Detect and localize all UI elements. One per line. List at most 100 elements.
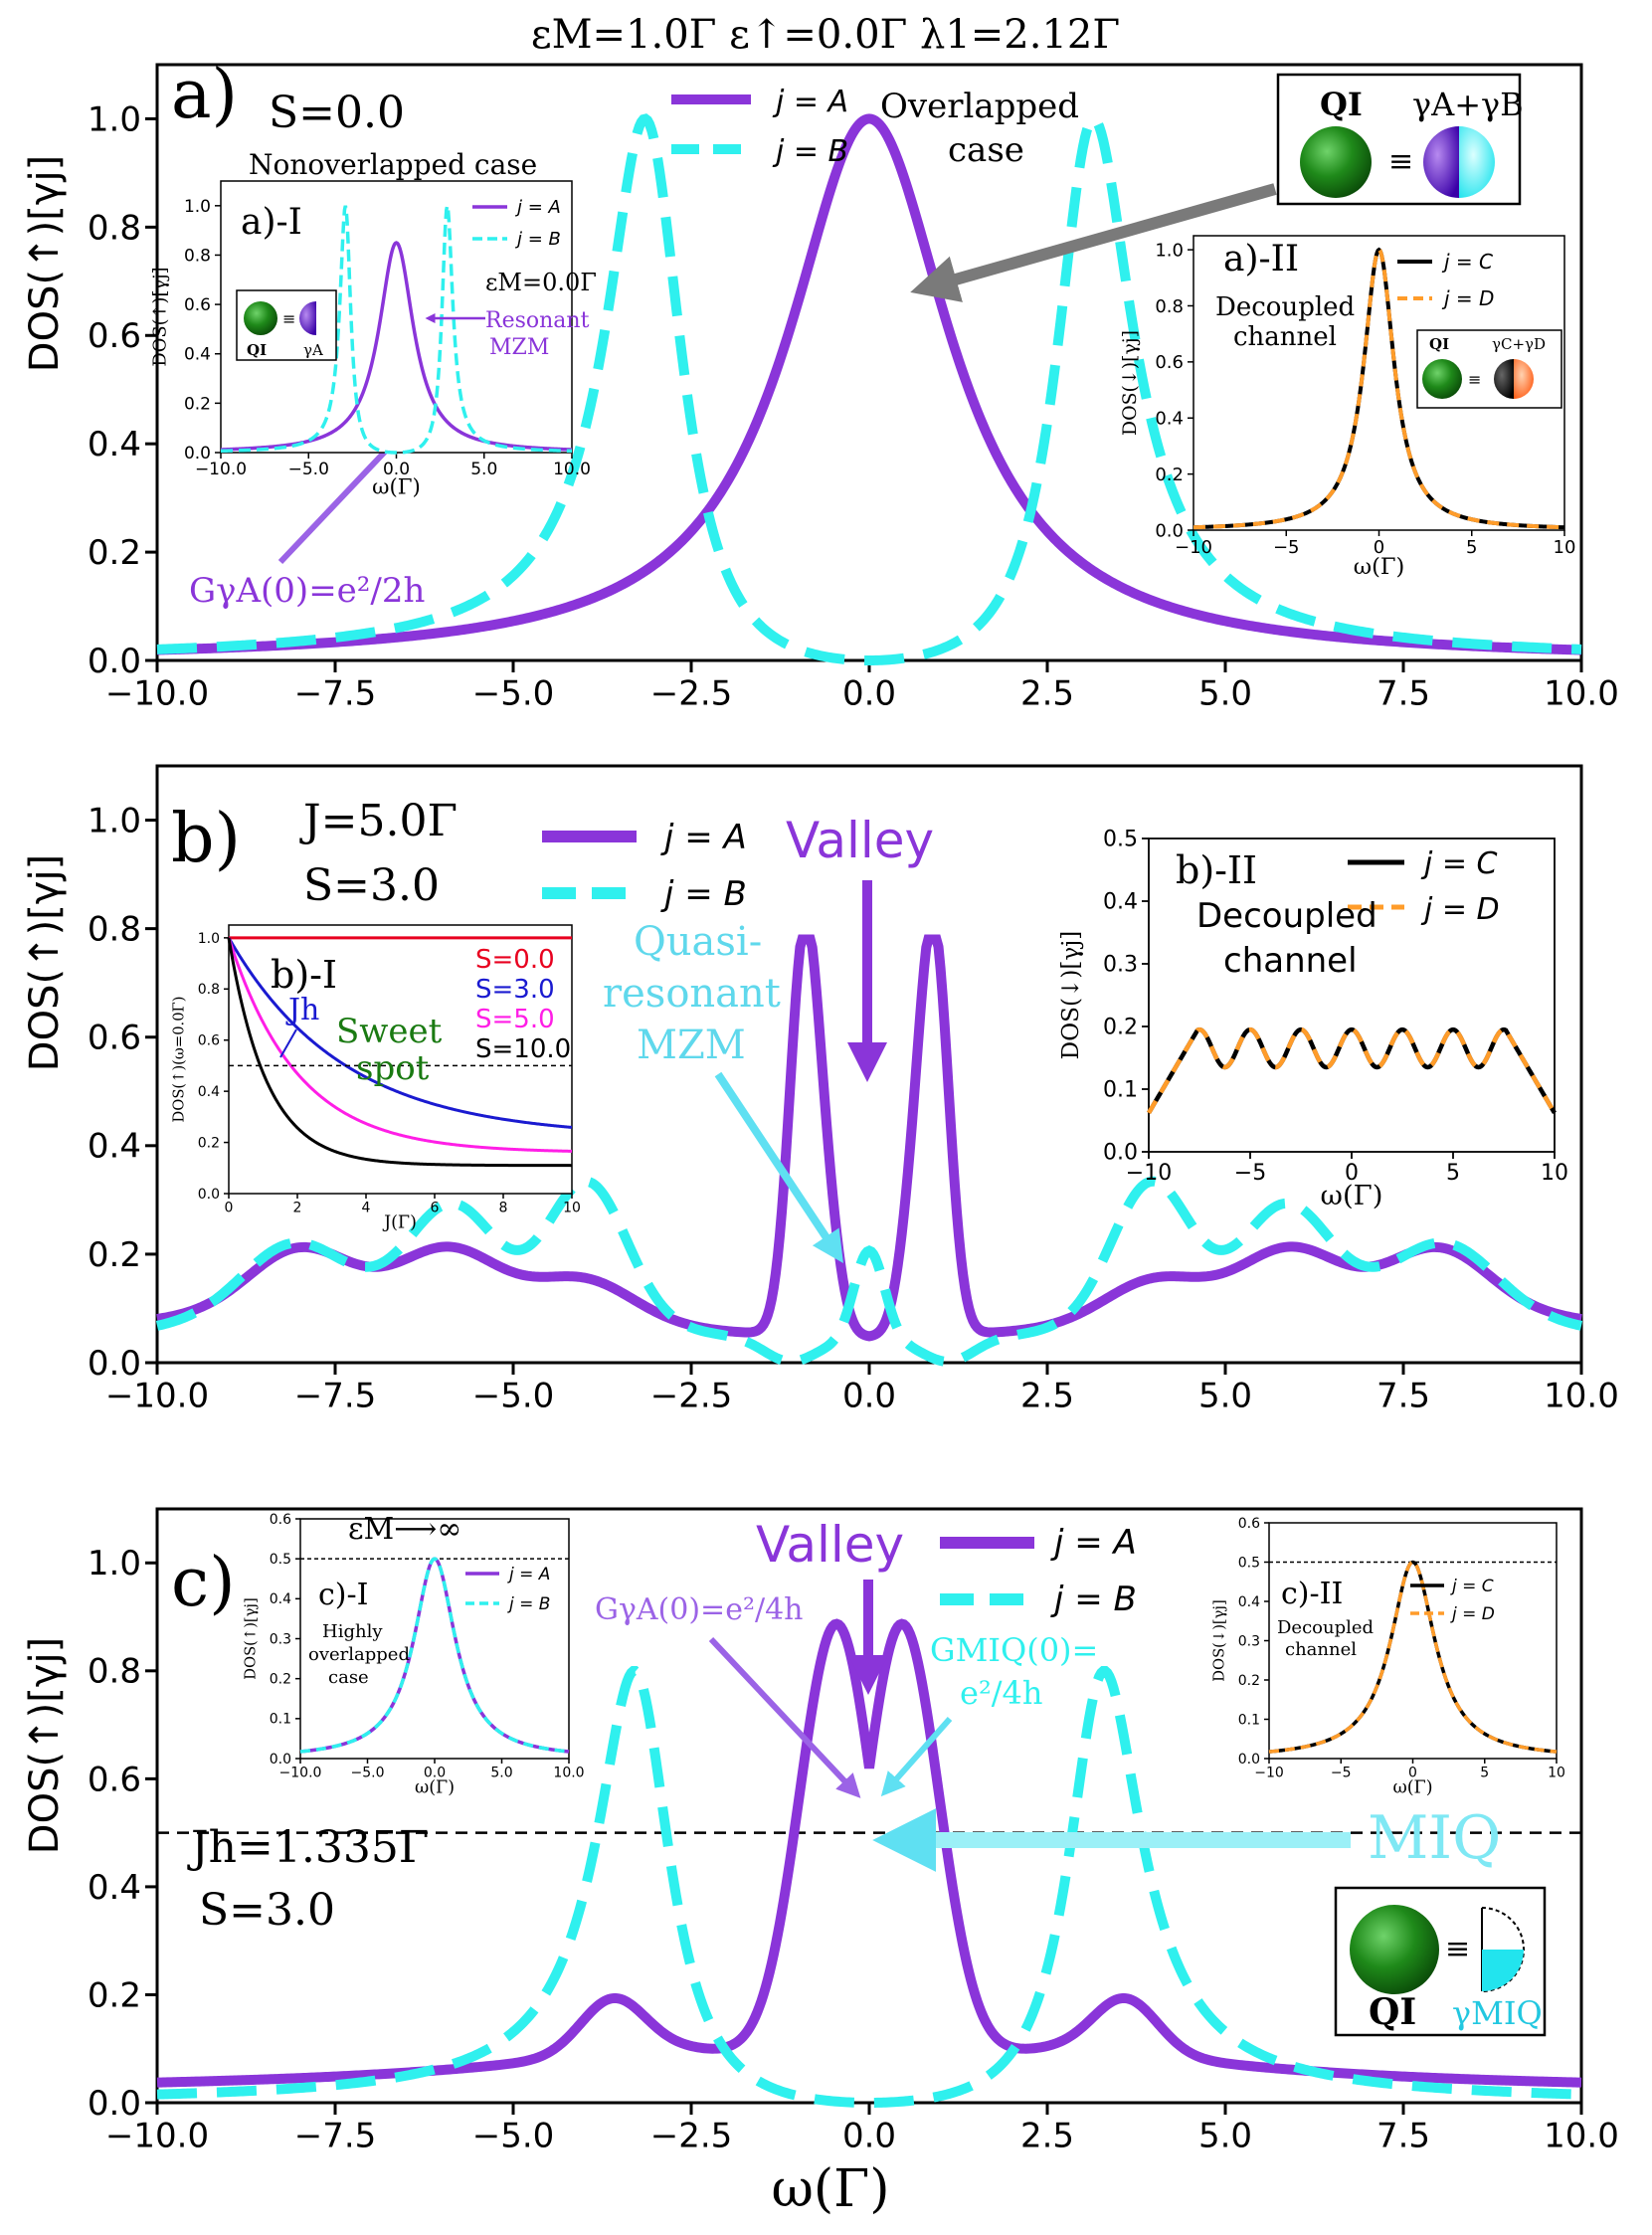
panel-c-g-miq-2: e²/4h bbox=[960, 1674, 1043, 1712]
panel-b-ytick-label: 0.2 bbox=[88, 1235, 141, 1275]
panel-a: −10.0 −7.5 −5.0 −2.5 0.0 2.5 5.0 7.5 10.0 0.0 0.2 0… bbox=[22, 56, 1619, 713]
panel-a-ytick-label: 0.6 bbox=[88, 316, 141, 356]
inset-c-I-xlabel: ω(Γ) bbox=[415, 1777, 455, 1797]
inset-c-II-ytick-label: 0.5 bbox=[1238, 1555, 1260, 1571]
inset-b-I-sweet-1: Sweet bbox=[336, 1012, 443, 1051]
inset-a-I-gamma-text: γA bbox=[303, 341, 323, 359]
panel-c: −10.0 −7.5 −5.0 −2.5 0.0 2.5 5.0 7.5 10.0 0.0 0.2 0… bbox=[22, 1507, 1619, 2219]
inset-c-I-ytick-label: 0.0 bbox=[270, 1752, 291, 1768]
inset-b-II-ytick-label: 0.2 bbox=[1103, 1016, 1138, 1040]
inset-b-I-xtick-label: 6 bbox=[431, 1200, 440, 1215]
inset-a-I-legend-A: j = A bbox=[514, 197, 561, 218]
panel-b-axes: −10.0 −7.5 −5.0 −2.5 0.0 2.5 5.0 7.5 10.00.00.20… bbox=[88, 764, 1619, 1415]
panel-a-xtick-label: −2.5 bbox=[650, 673, 733, 713]
inset-b-I-ylabel: DOS(↑)(ω=0.0Γ) bbox=[170, 997, 187, 1123]
panel-b-S: S=3.0 bbox=[303, 860, 440, 911]
panel-a-g-label: GγA(0)=e²/2h bbox=[189, 571, 425, 611]
inset-a-II-equiv: ≡ bbox=[1468, 370, 1481, 389]
panel-b: −10.0 −7.5 −5.0 −2.5 0.0 2.5 5.0 7.5 10.00.00.20… bbox=[22, 764, 1619, 1415]
inset-c-II-ytick-label: 0.2 bbox=[1238, 1673, 1260, 1689]
inset-a-II-ylabel: DOS(↓)[γj] bbox=[1119, 330, 1141, 436]
inset-a-II-xtick-label: 0 bbox=[1374, 537, 1384, 558]
panel-c-S: S=3.0 bbox=[199, 1885, 335, 1936]
inset-a-I-ytick-label: 1.0 bbox=[184, 197, 211, 217]
inset-c-I-ytick-label: 0.6 bbox=[270, 1512, 291, 1528]
inset-a-I-ytick-label: 0.6 bbox=[184, 295, 211, 315]
inset-a-II-ytick-label: 0.4 bbox=[1155, 409, 1184, 430]
inset-a-II-ytick-label: 0.6 bbox=[1155, 352, 1184, 373]
panel-a-xtick-label: 0.0 bbox=[842, 673, 896, 713]
inset-c-I-ytick-label: 0.4 bbox=[270, 1591, 291, 1607]
panel-c-g-a: GγA(0)=e²/4h bbox=[595, 1592, 804, 1627]
inset-a-I-ytick-label: 0.0 bbox=[184, 444, 211, 464]
inset-a-I-qi-text: QI bbox=[247, 341, 267, 359]
inset-a-II-xtick-label: −5 bbox=[1273, 537, 1300, 558]
inset-b-I-axes: 0 2 4 6 8 10 0.0 0.2 0.4 0.6 0.8 1.0 J(Γ) DOS(↑)(ω=0.… bbox=[170, 924, 581, 1232]
inset-a-I-ytick-label: 0.2 bbox=[184, 394, 211, 414]
inset-c-II-xtick-label: −5 bbox=[1331, 1765, 1352, 1780]
inset-b-II-axes: −10 −5 0 5 10 0.0 0.1 0.2 0.3 0.4 0.5 ω(Γ) DOS(↓)[γj… bbox=[1058, 828, 1568, 1211]
panel-c-gamma-miq: γMIQ bbox=[1452, 1994, 1543, 2032]
inset-b-II-ytick-label: 0.0 bbox=[1103, 1141, 1138, 1166]
panel-b-ytick-label: 0.4 bbox=[88, 1127, 141, 1167]
inset-b-I-sweet-2: spot bbox=[356, 1048, 430, 1088]
inset-b-II-xtick-label: 0 bbox=[1345, 1161, 1359, 1186]
inset-a-II-legend-C: j = C bbox=[1441, 250, 1493, 274]
inset-a-II-gamma-text: γC+γD bbox=[1492, 335, 1546, 353]
panel-a-xtick-label: 10.0 bbox=[1544, 673, 1619, 713]
inset-b-I-label: b)-I bbox=[271, 953, 337, 997]
inset-a-I-ytick-label: 0.4 bbox=[184, 345, 211, 365]
panel-a-ytick-label: 1.0 bbox=[88, 99, 141, 139]
inset-a-I-series-B bbox=[220, 205, 573, 455]
panel-a-xtick-label: 7.5 bbox=[1377, 673, 1430, 713]
panel-b-xtick-label: 5.0 bbox=[1198, 1376, 1252, 1415]
panel-b-ytick-label: 1.0 bbox=[88, 801, 141, 840]
panel-b-series-B bbox=[155, 1176, 1583, 1367]
panel-a-legend-B: j = B bbox=[772, 134, 848, 169]
inset-c-II-xtick-label: 10 bbox=[1548, 1765, 1565, 1780]
panel-a-gamma-b-half bbox=[1459, 126, 1495, 198]
inset-a-II-gamma-d-half bbox=[1514, 359, 1534, 399]
panel-a-S: S=0.0 bbox=[269, 88, 405, 138]
inset-a-II-decoupled-2: channel bbox=[1233, 322, 1337, 352]
inset-a-II-qi-text: QI bbox=[1429, 335, 1449, 353]
panel-a-xtick-label: −5.0 bbox=[472, 673, 555, 713]
inset-b-II-xtick-label: 5 bbox=[1446, 1161, 1460, 1186]
inset-c-I-case: case bbox=[328, 1667, 369, 1688]
panel-c-ytick-label: 0.8 bbox=[88, 1652, 141, 1692]
inset-b-I-xtick-label: 10 bbox=[563, 1200, 581, 1215]
inset-b-I-series-S10 bbox=[227, 937, 572, 1168]
panel-b-quasi-arrow bbox=[714, 1071, 843, 1264]
inset-b-II-decoupled-1: Decoupled bbox=[1196, 896, 1377, 936]
panel-c-legend-B: j = B bbox=[1050, 1580, 1137, 1619]
inset-c-I-ytick-label: 0.5 bbox=[270, 1552, 291, 1568]
inset-c-II-ytick-label: 0.4 bbox=[1238, 1594, 1260, 1610]
inset-a-I-series-A bbox=[220, 241, 573, 452]
inset-a-II-qi-sphere bbox=[1422, 359, 1462, 399]
panel-a-ytick-label: 0.8 bbox=[88, 208, 141, 248]
inset-b-I-jh-pointer bbox=[279, 1028, 297, 1058]
panel-a-overlapped-1: Overlapped bbox=[880, 87, 1079, 126]
inset-c-II-series-D bbox=[1268, 1560, 1558, 1754]
panel-c-qi-text: QI bbox=[1369, 1991, 1416, 2033]
inset-a-II-ytick-label: 0.0 bbox=[1155, 520, 1184, 541]
panel-b-ytick-label: 0.8 bbox=[88, 910, 141, 950]
inset-b-II-ytick-label: 0.3 bbox=[1103, 953, 1138, 978]
panel-a-qi-sphere bbox=[1300, 126, 1372, 198]
inset-a-I-label: a)-I bbox=[241, 202, 302, 243]
panel-b-xtick-label: 0.0 bbox=[842, 1376, 896, 1415]
panel-c-xtick-label: −7.5 bbox=[294, 2116, 377, 2155]
panel-b-quasi-1: Quasi- bbox=[634, 919, 762, 965]
inset-b-II-ytick-label: 0.4 bbox=[1103, 890, 1138, 915]
inset-c-II-ylabel: DOS(↓)[γj] bbox=[1210, 1599, 1227, 1681]
panel-c-valley: Valley bbox=[756, 1516, 904, 1574]
panel-c-xtick-label: 10.0 bbox=[1544, 2116, 1619, 2155]
panel-a-legend-A: j = A bbox=[772, 85, 848, 119]
inset-c-I-ytick-label: 0.3 bbox=[270, 1631, 291, 1647]
inset-b-II: −10 −5 0 5 10 0.0 0.1 0.2 0.3 0.4 0.5 ω(Γ) DOS(↓)[γj… bbox=[1058, 828, 1568, 1211]
inset-c-I-ytick-label: 0.2 bbox=[270, 1672, 291, 1688]
panel-b-letter: b) bbox=[171, 800, 241, 878]
panel-a-arrow-overlapped bbox=[910, 183, 1277, 302]
panel-b-quasi-2: resonant bbox=[603, 971, 781, 1017]
